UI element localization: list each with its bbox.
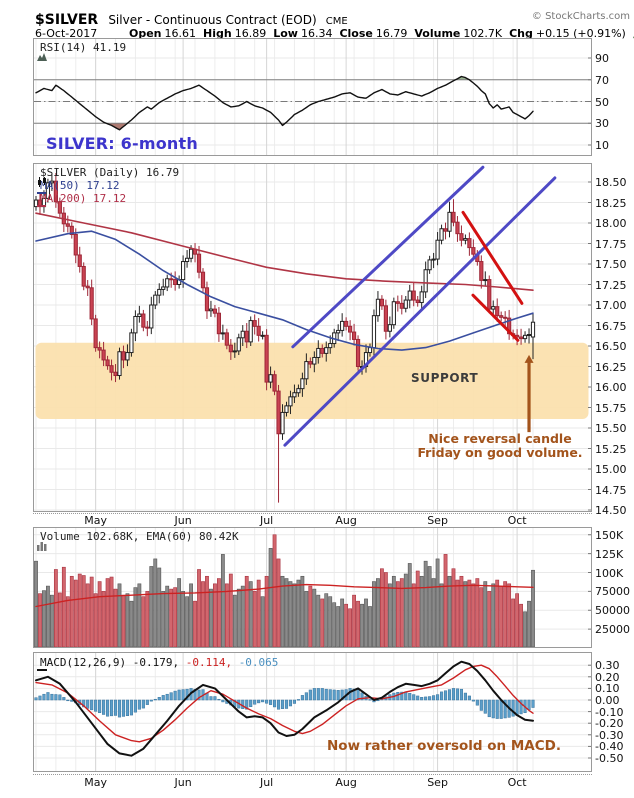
price-legend-ma200: MA(200) 17.12: [37, 192, 127, 207]
exchange-label: CME: [325, 16, 348, 27]
quote-low: Low 16.34: [273, 27, 333, 40]
tick-row-mid: [33, 513, 592, 514]
month-label-aug: Aug: [335, 776, 357, 789]
macd-axis-label: -0.40: [595, 740, 624, 754]
macd-axis-label: -0.30: [595, 728, 624, 742]
rsi-axis-label: 90: [595, 52, 609, 65]
change-up-arrow-icon: ▲: [633, 30, 634, 40]
month-label-may: May: [84, 514, 107, 527]
wedge-upper-trendline: [461, 210, 524, 305]
price-axis-label: 18.50: [595, 176, 627, 189]
macd-signal-line: [35, 664, 534, 743]
price-axis-label: 15.25: [595, 442, 627, 456]
x-axis-months-bottom: May Jun Jul Aug Sep Oct: [0, 775, 634, 789]
macd-oversold-annotation: Now rather oversold on MACD.: [327, 738, 561, 754]
vol-axis-label: 100K: [595, 566, 624, 580]
price-axis-label: 16.25: [595, 360, 627, 374]
vol-axis-label: 125K: [595, 547, 624, 561]
macd-axis-label: -0.10: [595, 705, 624, 719]
volume-ema-line: [35, 583, 534, 608]
month-label-sep: Sep: [427, 776, 448, 789]
timeframe-annotation: SILVER: 6-month: [46, 134, 198, 153]
vol-axis-label: 150K: [595, 528, 624, 542]
price-legend-symbol: $SILVER (Daily) 16.79: [37, 166, 179, 187]
rsi-axis-label: 30: [595, 117, 609, 131]
vol-axis-label: 50000: [595, 604, 630, 618]
support-zone-band: [35, 342, 589, 419]
macd-axis-label: 0.30: [595, 659, 620, 673]
rsi-axis-label: 70: [595, 73, 609, 87]
quote-row: 6-Oct-2017 Open 16.61 High 16.89 Low 16.34 Clos…: [35, 27, 634, 41]
volume-panel: [33, 527, 592, 648]
instrument-name: Silver - Continuous Contract (EOD): [108, 13, 317, 27]
volume-legend: Volume 102.68K, EMA(60) 80.42K: [37, 530, 239, 551]
price-legend-ma50: MA(50) 17.12: [37, 179, 120, 194]
support-annotation: SUPPORT: [411, 371, 479, 385]
reversal-candle-annotation: Nice reversal candle Friday on good volu…: [417, 431, 583, 460]
price-axis-label: 18.25: [595, 196, 627, 210]
rsi-axis-label: 50: [595, 95, 609, 109]
price-axis-label: 16.00: [595, 381, 627, 394]
macd-legend: MACD(12,26,9) -0.179, -0.114, -0.065: [37, 656, 279, 671]
tick-row-bottom: [33, 774, 592, 775]
price-axis-label: 17.00: [595, 299, 627, 312]
macd-axis-label: 0.10: [595, 682, 620, 696]
ticker-symbol: $SILVER: [35, 12, 99, 28]
rsi-panel: [33, 38, 592, 156]
macd-axis-label: 0.20: [595, 670, 620, 684]
ma50-line: [35, 230, 534, 351]
month-label-oct: Oct: [507, 776, 527, 789]
price-axis-label: 17.25: [595, 278, 627, 292]
price-panel: [33, 163, 592, 512]
price-axis-label: 15.75: [595, 401, 627, 415]
price-axis-label: 16.50: [595, 340, 627, 353]
month-label-jul: Jul: [259, 514, 274, 527]
macd-line: [35, 660, 534, 757]
reversal-arrow-head: [524, 354, 534, 363]
price-legend: $SILVER (Daily) 16.79 MA(50) 17.12 MA(20…: [37, 166, 179, 207]
macd-axis-label: -0.50: [595, 752, 624, 765]
month-label-jun: Jun: [174, 776, 192, 789]
quote-date: 6-Oct-2017: [35, 27, 98, 40]
channel-lower-trendline: [283, 176, 557, 447]
price-axis-label: 14.50: [595, 504, 627, 517]
price-axis-label: 17.50: [595, 258, 627, 271]
macd-panel: [33, 652, 592, 772]
month-label-sep: Sep: [427, 514, 448, 527]
wedge-lower-trendline: [471, 293, 520, 342]
x-axis-months-mid: May Jun Jul Aug Sep Oct: [0, 513, 634, 527]
quote-close: Close 16.79: [339, 27, 408, 40]
copyright-label: © StockCharts.com: [531, 11, 630, 22]
price-axis-label: 15.00: [595, 463, 627, 476]
vol-axis-label: 75000: [595, 585, 630, 599]
price-axis-label: 14.75: [595, 483, 627, 497]
quote-volume: Volume 102.7K: [414, 27, 503, 40]
quote-high: High 16.89: [203, 27, 267, 40]
month-label-jun: Jun: [174, 514, 192, 527]
channel-upper-trendline: [291, 165, 485, 349]
y-axis-labels: 90 70 50 30 10 18.50 18.25 18.00 17.75 17.50 17.25…: [595, 0, 634, 798]
rsi-legend: RSI(14) 41.19: [37, 41, 126, 61]
month-label-may: May: [84, 776, 107, 789]
rsi-axis-label: 10: [595, 139, 609, 152]
ma200-line: [35, 212, 534, 291]
quote-open: Open 16.61: [129, 27, 197, 40]
price-axis-label: 16.75: [595, 319, 627, 333]
month-label-jul: Jul: [259, 776, 274, 789]
macd-axis-label: 0.00: [595, 694, 620, 707]
price-axis-label: 17.75: [595, 237, 627, 251]
rsi-line: [35, 75, 534, 131]
price-axis-label: 18.00: [595, 217, 627, 230]
month-label-aug: Aug: [335, 514, 357, 527]
quote-change: Chg +0.15 (+0.91%): [509, 27, 626, 40]
chart-header: $SILVER Silver - Continuous Contract (EO…: [35, 9, 630, 28]
price-axis-label: 15.50: [595, 422, 627, 435]
month-label-oct: Oct: [507, 514, 527, 527]
vol-axis-label: 25000: [595, 623, 630, 637]
macd-axis-label: -0.20: [595, 717, 624, 731]
